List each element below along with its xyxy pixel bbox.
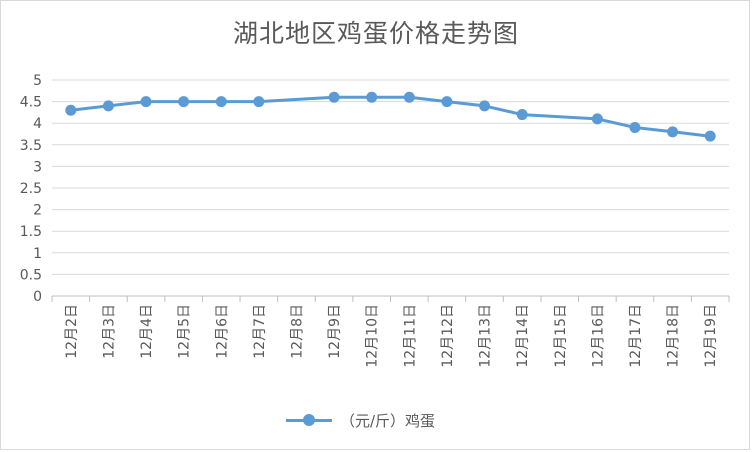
y-tick-label: 1 [33, 246, 42, 262]
legend-dot-marker [303, 414, 315, 426]
x-tick-label: 12月10日 [365, 304, 381, 368]
y-tick-label: 2 [33, 203, 42, 219]
data-point [403, 91, 415, 103]
data-point [253, 96, 265, 108]
x-tick-label: 12月9日 [327, 304, 343, 359]
data-point [591, 113, 603, 125]
x-tick-label: 12月19日 [703, 304, 719, 368]
x-tick-label: 12月6日 [214, 304, 230, 359]
y-tick-label: 3 [33, 159, 42, 175]
x-tick-label: 12月14日 [515, 304, 531, 368]
data-point [328, 91, 340, 103]
y-tick-label: 3.5 [20, 138, 42, 154]
y-axis-ticks: 0 0.5 1 1.5 2 2.5 3 3.5 4 4.5 5 [20, 73, 42, 305]
x-tick-label: 12月11日 [402, 304, 418, 368]
x-tick-label: 12月7日 [252, 304, 268, 359]
y-tick-label: 2.5 [20, 181, 42, 197]
x-axis [51, 295, 730, 302]
x-tick-label: 12月3日 [101, 304, 117, 359]
x-axis-ticks: 12月2日 12月3日 12月4日 12月5日 12月6日 12月7日 12月8日 12月9日… [64, 304, 719, 368]
data-point [667, 126, 679, 138]
x-tick-label: 12月13日 [478, 304, 494, 368]
x-tick-label: 12月18日 [666, 304, 682, 368]
x-tick-label: 12月4日 [139, 304, 155, 359]
y-tick-label: 4 [33, 116, 42, 132]
data-point [479, 100, 491, 112]
y-tick-label: 1.5 [20, 224, 42, 240]
series-layer [65, 91, 716, 142]
data-point [65, 104, 77, 116]
x-tick-label: 12月17日 [628, 304, 644, 368]
legend: （元/斤）鸡蛋 [286, 407, 435, 433]
data-point [215, 96, 227, 108]
data-point [704, 130, 716, 142]
y-tick-label: 4.5 [20, 95, 42, 111]
x-tick-label: 12月16日 [590, 304, 606, 368]
y-tick-label: 0.5 [20, 267, 42, 283]
data-point [102, 100, 114, 112]
data-point [441, 96, 453, 108]
data-point [140, 96, 152, 108]
y-tick-label: 5 [33, 73, 42, 89]
y-tick-label: 0 [33, 289, 42, 305]
x-tick-label: 12月15日 [553, 304, 569, 368]
series-line [70, 95, 711, 138]
data-point [629, 122, 641, 134]
x-tick-label: 12月12日 [440, 304, 456, 368]
x-tick-label: 12月5日 [177, 304, 193, 359]
legend-swatch [286, 407, 332, 433]
data-point [366, 91, 378, 103]
x-tick-label: 12月2日 [64, 304, 80, 359]
chart-title: 湖北地区鸡蛋价格走势图 [232, 19, 519, 48]
data-point [178, 96, 190, 108]
legend-label: （元/斤）鸡蛋 [340, 411, 436, 430]
x-tick-label: 12月8日 [289, 304, 305, 359]
data-point [516, 109, 528, 121]
gridlines [52, 79, 729, 275]
